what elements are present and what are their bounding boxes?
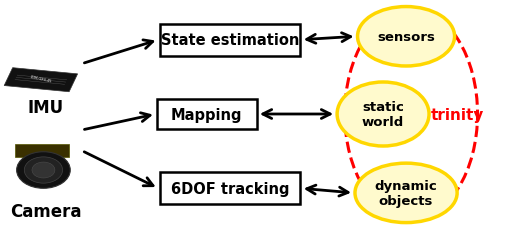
Text: State estimation: State estimation xyxy=(161,33,299,48)
Polygon shape xyxy=(4,68,78,92)
Ellipse shape xyxy=(16,152,70,188)
Text: Camera: Camera xyxy=(10,202,82,220)
Ellipse shape xyxy=(32,162,55,178)
Ellipse shape xyxy=(358,8,454,67)
FancyBboxPatch shape xyxy=(160,25,300,57)
Text: 3DM-GX4-45: 3DM-GX4-45 xyxy=(29,75,52,84)
FancyBboxPatch shape xyxy=(160,172,300,204)
Polygon shape xyxy=(15,144,69,158)
Ellipse shape xyxy=(355,164,457,223)
Text: IMU: IMU xyxy=(28,99,64,117)
Text: 6DOF tracking: 6DOF tracking xyxy=(171,181,289,196)
Text: dynamic
objects: dynamic objects xyxy=(375,179,437,207)
Text: static
world: static world xyxy=(362,101,404,128)
FancyBboxPatch shape xyxy=(157,100,256,129)
Text: sensors: sensors xyxy=(377,31,435,44)
Ellipse shape xyxy=(24,157,63,183)
Text: trinity: trinity xyxy=(430,107,484,122)
Text: Mapping: Mapping xyxy=(171,107,243,122)
Ellipse shape xyxy=(337,83,429,146)
